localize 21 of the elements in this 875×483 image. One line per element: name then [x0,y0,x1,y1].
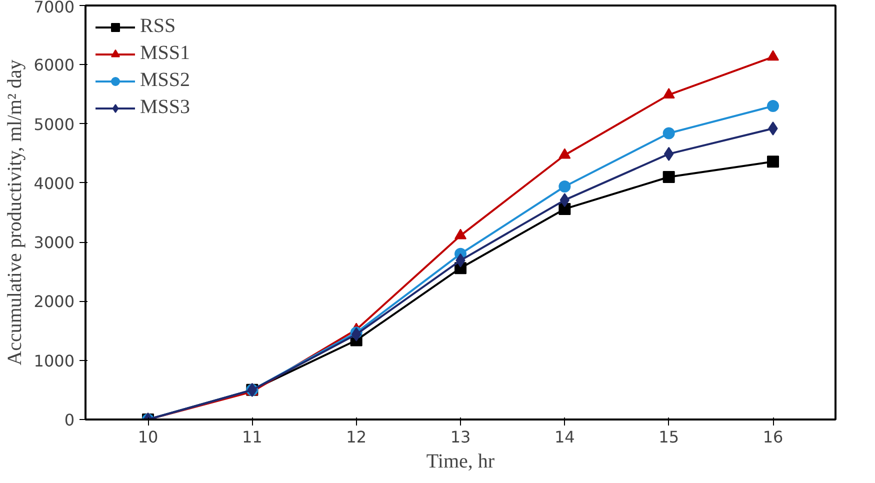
x-tick-label: 12 [346,428,367,446]
x-tick-label: 11 [242,428,262,446]
x-tick-label: 13 [450,428,471,446]
legend-label: MSS3 [140,96,190,119]
legend-label: RSS [140,15,176,38]
y-tick-label: 1000 [34,351,74,370]
x-tick-label: 10 [138,428,158,446]
x-axis-title: Time, hr [426,450,495,472]
legend-label: MSS1 [140,42,190,65]
y-tick-label: 6000 [34,56,74,75]
x-tick-label: 16 [762,428,784,446]
x-tick-label: 15 [658,428,680,446]
y-tick-label: 0 [64,410,75,430]
y-tick-label: 2000 [34,292,74,312]
x-tick-label: 14 [554,428,575,446]
y-tick-label: 5000 [34,114,74,134]
y-tick-label: 3000 [34,233,74,252]
y-axis-title: Accumulative productivity, ml/m² day [4,60,26,366]
y-tick-label: 7000 [34,0,74,16]
y-tick-label: 4000 [34,174,74,193]
legend-label: MSS2 [140,69,190,92]
